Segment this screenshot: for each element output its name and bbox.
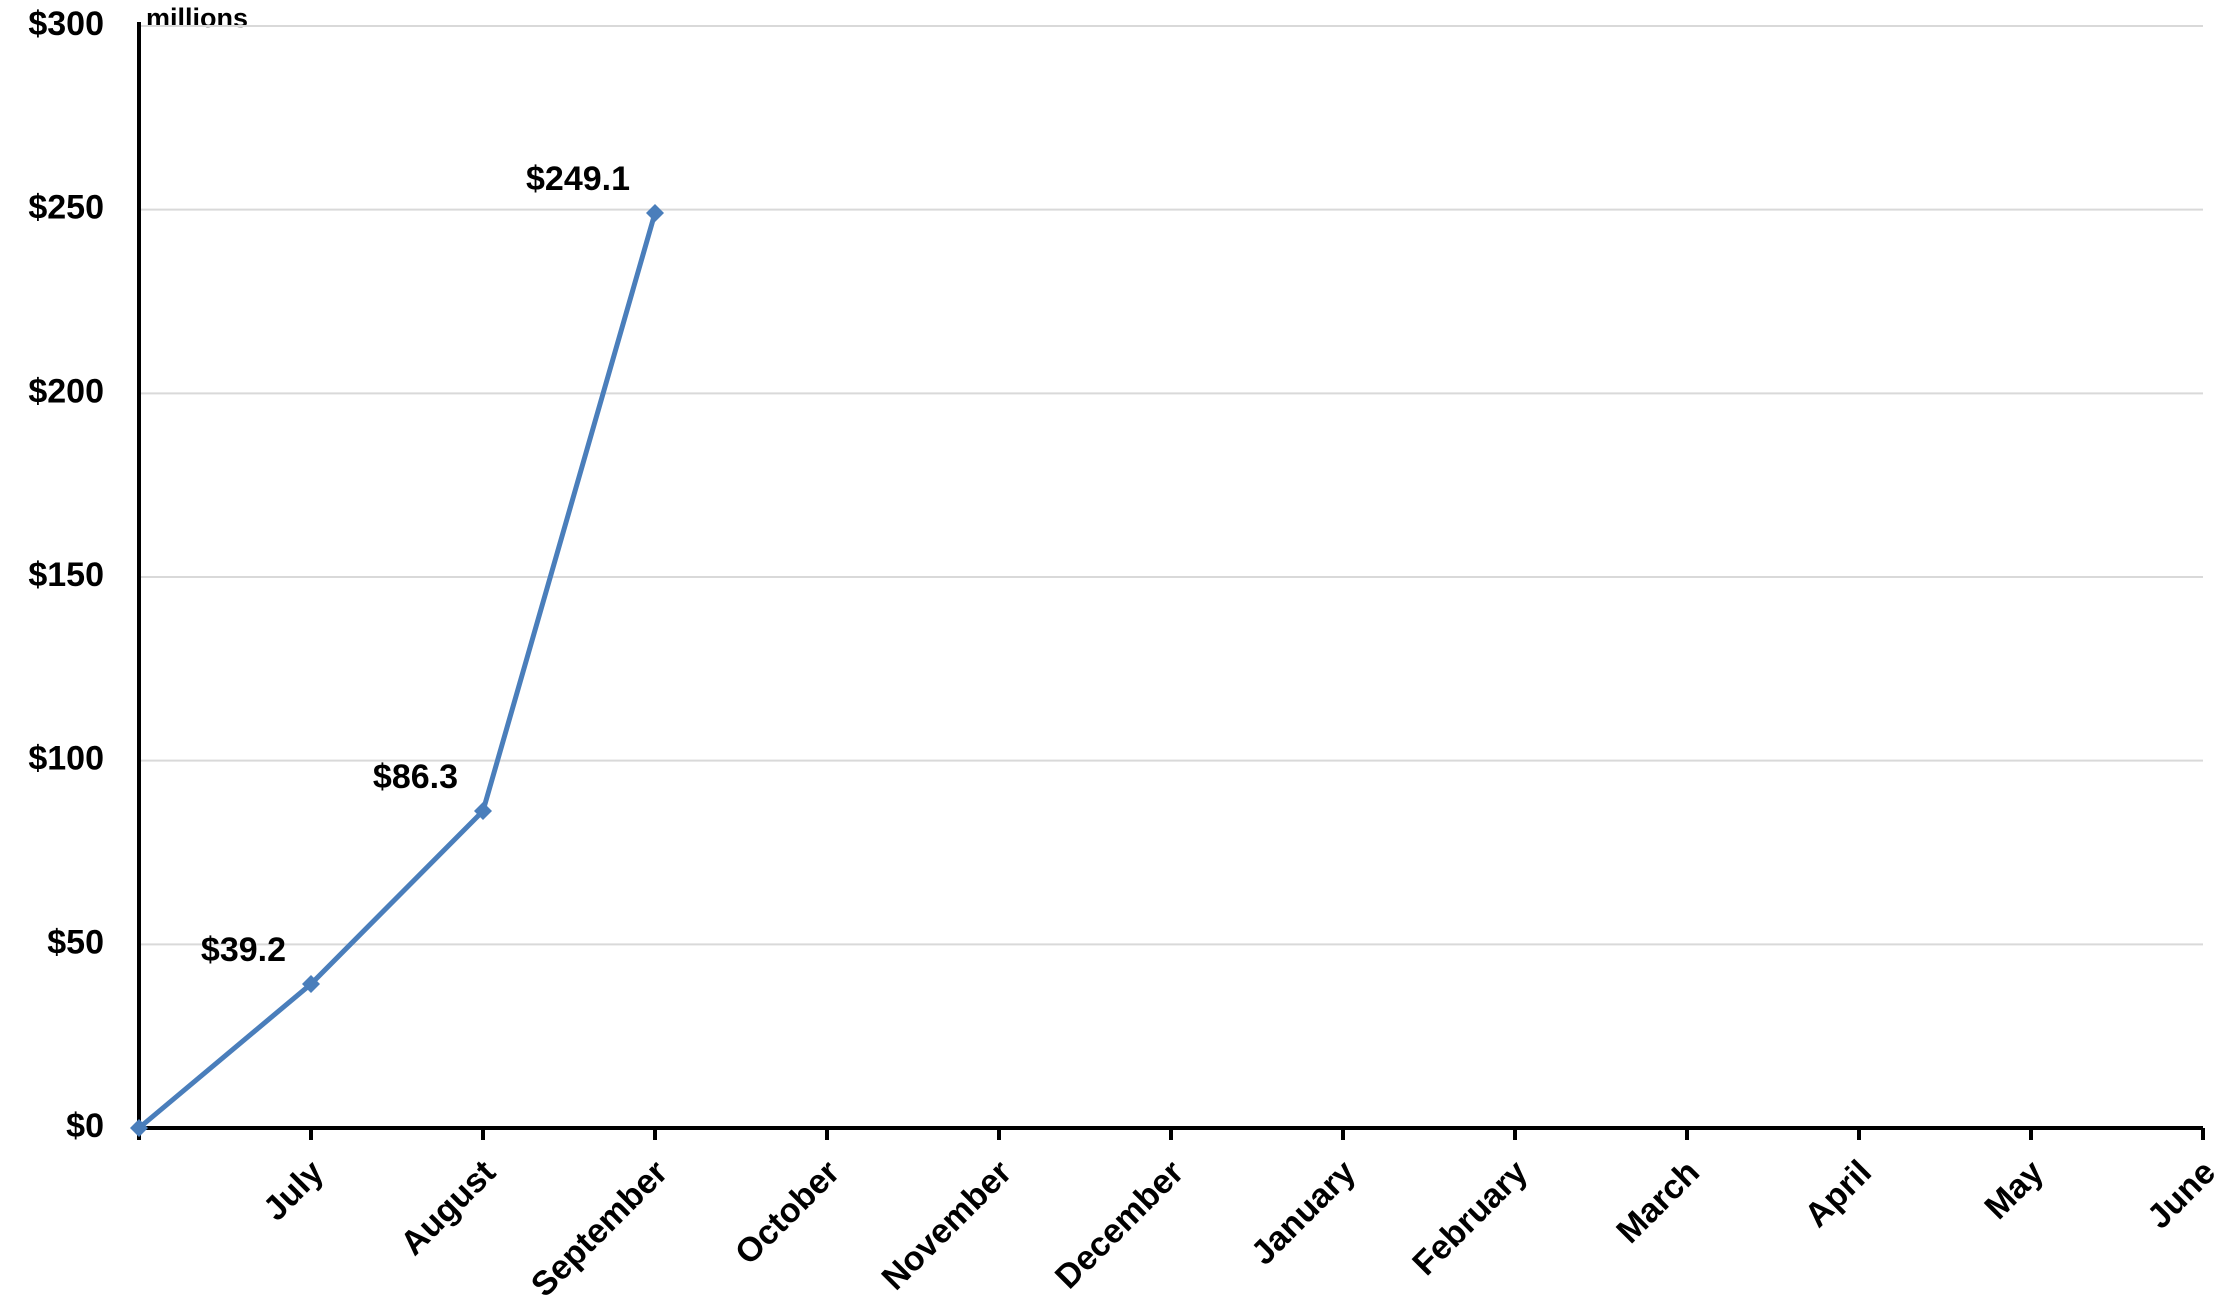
x-tick-label: May bbox=[1977, 1153, 2051, 1227]
x-tick-label: August bbox=[393, 1153, 503, 1263]
x-tick-label: April bbox=[1797, 1153, 1879, 1235]
y-tick-label: $200 bbox=[28, 372, 104, 410]
series-line bbox=[137, 212, 658, 1130]
y-tick-label: $0 bbox=[66, 1107, 104, 1145]
y-tick-label: $50 bbox=[47, 923, 104, 961]
data-label: $86.3 bbox=[373, 758, 458, 796]
x-tick-label: December bbox=[1048, 1153, 1191, 1296]
x-tick-label: October bbox=[728, 1153, 847, 1272]
y-tick-label: $100 bbox=[28, 740, 104, 778]
data-point bbox=[302, 975, 320, 994]
data-label: $39.2 bbox=[201, 931, 286, 969]
x-tick-label: July bbox=[256, 1153, 331, 1228]
x-tick-label: March bbox=[1609, 1153, 1707, 1251]
x-tick-label: June bbox=[2140, 1153, 2223, 1236]
x-tick-label: January bbox=[1244, 1153, 1363, 1272]
y-tick-label: $150 bbox=[28, 556, 104, 594]
data-point bbox=[474, 801, 492, 820]
y-tick-label: $250 bbox=[28, 189, 104, 227]
unit-annotation: millions bbox=[146, 3, 248, 33]
x-tick-label: February bbox=[1405, 1153, 1535, 1283]
x-tick-label: November bbox=[875, 1153, 1019, 1297]
y-tick-label: $300 bbox=[28, 5, 104, 43]
data-label: $249.1 bbox=[526, 160, 630, 198]
data-point bbox=[646, 203, 664, 222]
x-tick-label: September bbox=[524, 1153, 675, 1304]
data-point bbox=[130, 1119, 148, 1137]
